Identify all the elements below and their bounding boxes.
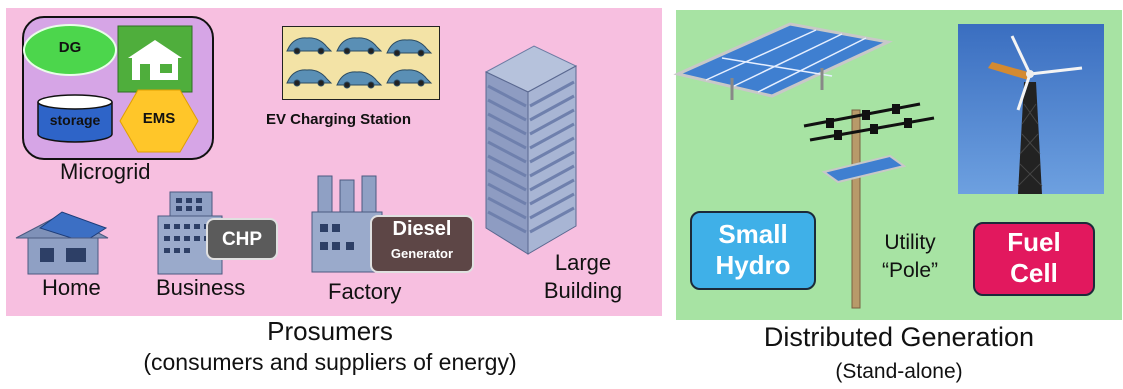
prosumers-caption: Prosumers bbox=[267, 316, 393, 346]
large-building-line2: Building bbox=[543, 278, 623, 303]
distributed-generation-caption: Distributed Generation bbox=[763, 322, 1035, 352]
distributed-generation-subcaption: (Stand-alone) bbox=[835, 360, 963, 383]
dg-label: DG bbox=[58, 39, 82, 56]
ems-label: EMS bbox=[142, 110, 176, 127]
chp-box bbox=[206, 218, 278, 260]
ev-station-label: EV Charging Station bbox=[266, 111, 412, 128]
small-hydro-box bbox=[690, 211, 816, 290]
fuel-cell-box bbox=[973, 222, 1095, 296]
small-hydro-line2: Hydro bbox=[715, 250, 791, 280]
utility-pole-label: Utility “Pole” bbox=[860, 229, 960, 285]
business-label: Business bbox=[156, 275, 246, 300]
fuel-cell-label: Fuel Cell bbox=[973, 227, 1095, 289]
small-hydro-label: Small Hydro bbox=[690, 219, 816, 281]
dg-ellipse bbox=[23, 24, 117, 76]
diesel-label: Diesel bbox=[392, 218, 452, 240]
diesel-generator-box bbox=[370, 215, 474, 273]
cars-icon bbox=[286, 37, 433, 89]
storage-cylinder-icon bbox=[37, 94, 113, 143]
storage-label: storage bbox=[49, 112, 101, 128]
microgrid-house-icon bbox=[117, 25, 193, 93]
factory-label: Factory bbox=[328, 279, 402, 304]
utility-pole-line2: “Pole” bbox=[881, 259, 939, 282]
utility-pole-icon bbox=[803, 102, 935, 309]
large-building-line1: Large bbox=[554, 250, 612, 275]
wind-turbine-icon bbox=[988, 35, 1083, 194]
fuel-cell-line1: Fuel bbox=[1007, 227, 1061, 257]
home-label: Home bbox=[42, 275, 101, 300]
large-building-icon bbox=[484, 45, 578, 255]
large-building-label: Large Building bbox=[528, 249, 638, 305]
chp-label: CHP bbox=[221, 229, 263, 250]
small-hydro-line1: Small bbox=[718, 219, 788, 249]
solar-panel-array-icon bbox=[673, 22, 893, 100]
utility-pole-line1: Utility bbox=[884, 231, 936, 254]
fuel-cell-line2: Cell bbox=[1010, 258, 1058, 288]
microgrid-label: Microgrid bbox=[60, 159, 151, 184]
generator-label: Generator bbox=[390, 246, 454, 261]
ev-station-image bbox=[282, 26, 440, 100]
wind-turbine-image bbox=[958, 24, 1104, 194]
home-icon bbox=[15, 211, 109, 275]
prosumers-subcaption: (consumers and suppliers of energy) bbox=[143, 349, 517, 375]
ems-hexagon bbox=[119, 89, 199, 153]
